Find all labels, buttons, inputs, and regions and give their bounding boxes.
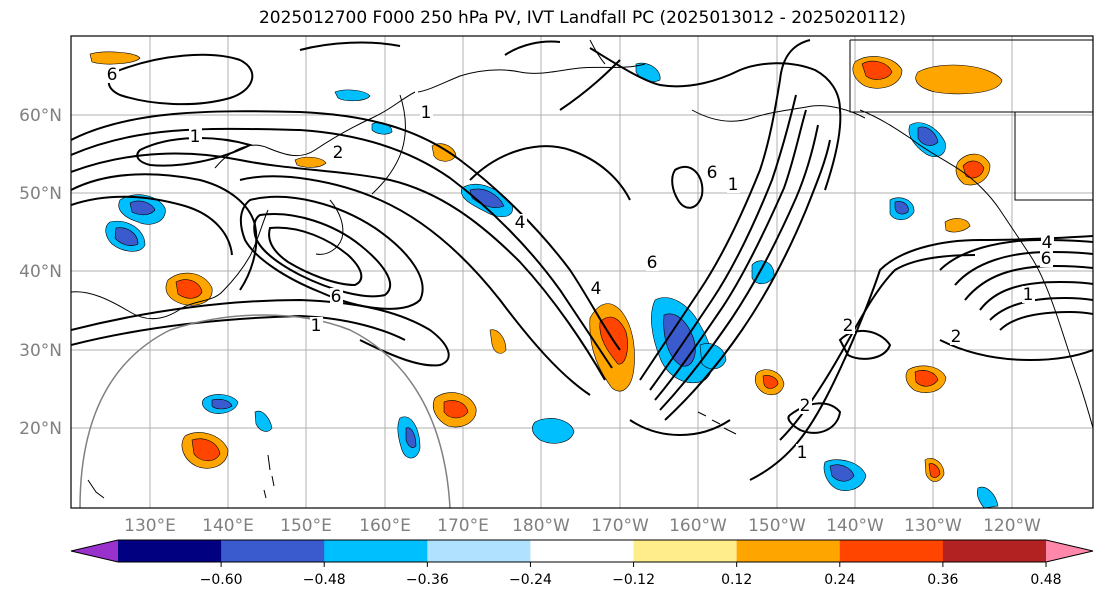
colorbar-extend-high: [1046, 540, 1093, 562]
lon-label-130w: 130°W: [904, 516, 962, 536]
contour-label: 2: [333, 143, 344, 163]
colorbar-tick-label: 0.36: [927, 572, 958, 588]
colorbar-tick-label: −0.60: [200, 572, 243, 588]
contour-label-bg: [420, 104, 433, 121]
colorbar-tick-label: −0.48: [303, 572, 346, 588]
contour-label-bg: [646, 254, 659, 271]
contour-label-bg: [310, 317, 323, 334]
contour-label: 6: [331, 287, 342, 307]
contour-label-bg: [727, 176, 740, 193]
colorbar-segment: [736, 540, 841, 562]
contour-label-bg: [1022, 286, 1035, 303]
contour-label-bg: [1041, 234, 1054, 251]
contour-label-bg: [106, 66, 119, 83]
lon-label-150w: 150°W: [748, 516, 806, 536]
lon-label-160e: 160°E: [359, 516, 411, 536]
colorbar-tick-label: −0.24: [509, 572, 552, 588]
contour-label: 2: [843, 316, 854, 336]
lon-label-160w: 160°W: [669, 516, 727, 536]
range-circle: [79, 314, 451, 508]
map-border: [70, 35, 1094, 509]
contour-label: 4: [591, 279, 602, 299]
lon-label-180w: 180°W: [512, 516, 570, 536]
latitude-labels: 60°N 50°N 40°N 30°N 20°N: [19, 106, 62, 439]
longitude-labels: 130°E 140°E 150°E 160°E 170°E 180°W 170°…: [124, 516, 1041, 536]
lat-label-50: 50°N: [19, 184, 62, 204]
islands: [87, 411, 737, 499]
contour-label: 2: [800, 396, 811, 416]
contour-label-bg: [590, 280, 603, 297]
colorbar-tick-label: 0.12: [721, 572, 752, 588]
contour-label: 1: [421, 103, 432, 123]
contour-label-bg: [706, 164, 719, 181]
contour-label: 1: [797, 443, 808, 463]
contour-label-bg: [842, 317, 855, 334]
shaded-anomalies: [89, 51, 1003, 508]
colorbar-tick-label: −0.36: [406, 572, 449, 588]
colorbar-segment: [221, 540, 325, 562]
lon-label-130e: 130°E: [124, 516, 176, 536]
lat-label-40: 40°N: [19, 262, 62, 282]
colorbar: [70, 539, 1094, 563]
plot-title: 2025012700 F000 250 hPa PV, IVT Landfall…: [258, 8, 906, 28]
colorbar-outline: [70, 539, 1094, 563]
colorbar-segment: [324, 540, 428, 562]
colorbar-segment: [839, 540, 944, 562]
contour-label: 6: [1041, 249, 1052, 269]
contour-label-bg: [950, 328, 963, 345]
contour-label: 6: [707, 163, 718, 183]
lon-label-150e: 150°E: [280, 516, 332, 536]
contour-label-bg: [330, 288, 343, 305]
colorbar-segment: [427, 540, 531, 562]
lat-label-60: 60°N: [19, 106, 62, 126]
lon-label-120w: 120°W: [983, 516, 1041, 536]
contour-label: 2: [951, 327, 962, 347]
colorbar-extend-low: [71, 540, 118, 562]
contour-label-bg: [796, 444, 809, 461]
contour-label-bg: [799, 397, 812, 414]
colorbar-tick-label: 0.48: [1030, 572, 1061, 588]
contour-label: 4: [1042, 233, 1053, 253]
colorbar-ticks: −0.60 −0.48 −0.36 −0.24 −0.12 0.12 0.24 0.36 0.4…: [200, 562, 1062, 588]
contour-label: 1: [1023, 285, 1034, 305]
lon-label-170e: 170°E: [437, 516, 489, 536]
lon-label-140e: 140°E: [202, 516, 254, 536]
contour-label: 4: [515, 213, 526, 233]
contour-label: 1: [728, 175, 739, 195]
lon-label-140w: 140°W: [826, 516, 884, 536]
coastlines: [71, 39, 1093, 429]
lon-label-170w: 170°W: [591, 516, 649, 536]
contour-label: 1: [311, 316, 322, 336]
contour-label: 1: [190, 127, 201, 147]
contour-label: 6: [107, 65, 118, 85]
colorbar-segment: [633, 540, 738, 562]
contour-label-bg: [332, 144, 345, 161]
colorbar-segment: [530, 540, 635, 562]
colorbar-tick-label: −0.12: [612, 572, 655, 588]
colorbar-segment: [942, 540, 1047, 562]
contour-label-bg: [1040, 250, 1053, 267]
contour-label: 6: [647, 253, 658, 273]
contour-label-bg: [514, 214, 527, 231]
contour-label-bg: [189, 128, 202, 145]
map-panel: [71, 36, 1093, 508]
lat-label-20: 20°N: [19, 419, 62, 439]
colorbar-tick-label: 0.24: [824, 572, 855, 588]
colorbar-segment: [118, 540, 222, 562]
lat-label-30: 30°N: [19, 341, 62, 361]
